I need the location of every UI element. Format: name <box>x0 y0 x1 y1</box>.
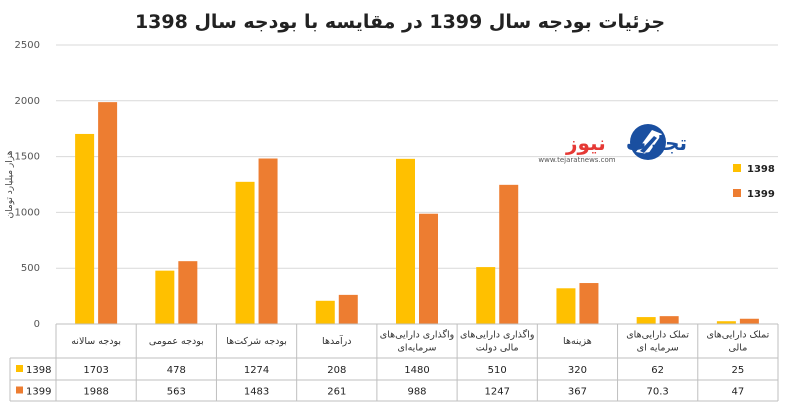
table-legend-swatch <box>16 386 23 394</box>
logo-arrow-accent-icon <box>640 136 657 153</box>
data-label: 25 <box>732 365 745 376</box>
logo-brand-part2: نیوز <box>565 131 606 155</box>
y-tick-label: 500 <box>21 263 40 274</box>
data-label: 70.3 <box>647 387 669 398</box>
bar-1398 <box>556 288 576 324</box>
data-label: 62 <box>651 365 664 376</box>
data-label: 478 <box>167 365 186 376</box>
category-label: بودجه عمومی <box>149 336 204 347</box>
bar-1398 <box>75 133 95 324</box>
data-label: 367 <box>568 387 587 398</box>
table-legend-swatch <box>16 365 23 372</box>
bar-1399 <box>659 316 679 324</box>
bar-1399 <box>739 318 759 324</box>
y-tick-label: 2000 <box>15 96 40 107</box>
table-series-name: 1399 <box>26 387 51 398</box>
bar-1398 <box>716 321 736 324</box>
bar-1399 <box>499 184 519 324</box>
bar-1399 <box>178 261 198 324</box>
category-label: هزینه‌ها <box>563 336 592 347</box>
y-axis-ticks: 0 500 1000 1500 2000 2500 <box>15 40 40 330</box>
data-label: 1274 <box>244 365 269 376</box>
bar-1399 <box>98 102 118 325</box>
legend-swatch <box>733 164 741 172</box>
bar-1399 <box>419 213 438 324</box>
data-label: 1480 <box>404 365 429 376</box>
logo-brand-part1: تجارت <box>626 131 687 155</box>
data-label: 208 <box>327 365 346 376</box>
category-label: بودجه سالانه <box>71 336 121 347</box>
data-table: بودجه سالانه بودجه عمومی بودجه شرکت‌ها درآم… <box>9 323 779 402</box>
category-label: بودجه شرکت‌ها <box>226 336 287 347</box>
y-tick-label: 1500 <box>15 152 40 163</box>
category-label: مالی دولت <box>476 343 519 354</box>
category-label: سرمایه‌ای <box>398 343 437 354</box>
bar-1399 <box>579 283 599 324</box>
legend-label: 1399 <box>747 189 775 200</box>
y-tick-label: 2500 <box>15 40 40 51</box>
data-label: 1703 <box>83 365 108 376</box>
category-label: درآمدها <box>322 334 351 347</box>
y-tick-label: 1000 <box>15 207 40 218</box>
legend-label: 1398 <box>747 164 775 175</box>
data-label: 1247 <box>484 387 509 398</box>
data-label: 261 <box>327 387 346 398</box>
data-label: 510 <box>488 365 507 376</box>
data-label: 1988 <box>83 387 108 398</box>
category-label: تملک دارایی‌های <box>706 330 769 341</box>
bars <box>75 102 759 325</box>
bar-1398 <box>396 158 415 324</box>
bar-1399 <box>258 158 278 324</box>
bar-1398 <box>476 267 496 324</box>
legend: 1398 1399 <box>733 164 775 200</box>
bar-1398 <box>315 300 335 324</box>
data-label: 988 <box>407 387 426 398</box>
table-series-name: 1398 <box>26 365 51 376</box>
category-label: واگذاری دارایی‌های <box>380 329 454 341</box>
category-label: مالی <box>728 343 747 354</box>
logo-url: www.tejaratnews.com <box>538 156 615 164</box>
bar-1398 <box>235 181 255 324</box>
tejaratnews-logo: تجارت نیوز www.tejaratnews.com <box>538 124 687 164</box>
bar-1399 <box>338 294 358 324</box>
data-label: 47 <box>732 387 745 398</box>
y-axis-label: هزار میلیارد تومان <box>5 150 15 218</box>
category-label: سرمایه ای <box>637 343 679 354</box>
y-tick-label: 0 <box>34 319 40 330</box>
data-label: 563 <box>167 387 186 398</box>
data-label: 1483 <box>244 387 269 398</box>
bar-1398 <box>636 317 656 324</box>
data-label: 320 <box>568 365 587 376</box>
category-label: تملک دارایی‌های <box>626 330 689 341</box>
legend-swatch <box>733 189 741 197</box>
category-label: واگذاری دارایی‌های <box>460 329 534 341</box>
bar-1398 <box>155 270 175 324</box>
chart-title: جزئیات بودجه سال 1399 در مقایسه با بودجه… <box>135 11 665 33</box>
